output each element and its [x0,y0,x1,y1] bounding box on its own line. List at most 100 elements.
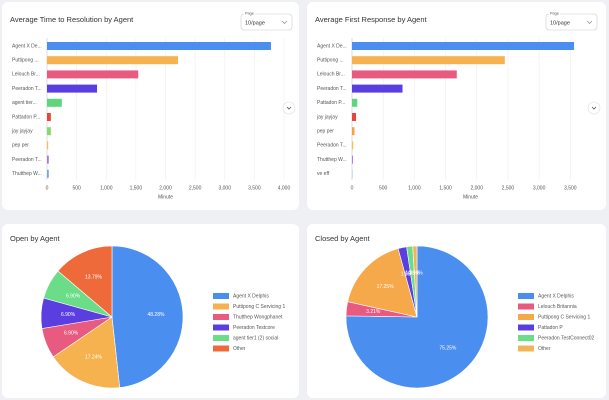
bar [352,70,457,79]
bar [352,56,505,65]
x-tick-label: 2,000 [159,185,172,191]
legend-label[interactable]: Lelouch Britannia [538,304,577,310]
bar [352,84,403,93]
legend-swatch[interactable] [213,324,229,331]
y-tick-label: jay jayjay [316,114,338,120]
pie-slice [347,248,418,318]
bar [352,42,575,50]
select-label-bg [549,11,560,16]
bar [352,113,357,121]
legend-swatch[interactable] [518,345,534,352]
bar [47,70,139,79]
legend-label[interactable]: Peeradon Testcore [233,325,275,331]
y-tick-label: Lelouch Br... [12,72,40,78]
legend-label[interactable]: Peeradon TestConnect02 [538,335,595,341]
pie-slice [57,245,113,318]
x-tick-label: 3,500 [564,185,577,191]
legend-label[interactable]: Agent X Delphis [233,293,269,299]
chevron [281,20,288,24]
y-tick-label: Peeradon T... [317,86,347,92]
x-tick-label: 3,000 [218,185,231,191]
scroll-button[interactable] [282,101,296,115]
y-tick-label: Pattadon P... [317,100,345,106]
card [307,2,606,210]
y-tick-label: Thutthep W... [12,171,42,177]
y-tick-label: Agent X De... [12,43,42,49]
x-tick-label: 0 [46,185,49,191]
legend-swatch[interactable] [213,293,229,299]
legend-label[interactable]: Thutthep Wongphanet [233,314,283,320]
slice-label: 48.28% [147,312,165,318]
scroll-button[interactable] [587,101,601,115]
slice-label: 6.90% [66,294,81,300]
legend-label[interactable]: Agent X Delphis [538,293,574,299]
y-tick-label: Peeradon T... [12,86,42,92]
bar [47,56,178,65]
page-size-select[interactable] [240,13,293,31]
bar [47,98,62,107]
bar [352,155,353,164]
bar [352,98,358,107]
slice-label: 17.24% [85,354,103,360]
slice-label: 75.25% [439,346,457,352]
select-label: Page [550,12,559,16]
slice-label: 17.25% [377,284,395,290]
y-tick-label: Thutthep W... [317,157,347,163]
legend-label[interactable]: Puttipong C Servicing 1 [233,304,285,310]
y-tick-label: agent tier... [12,100,37,106]
pie-slice [111,245,184,388]
select-label-bg [244,11,255,16]
x-tick-label: 1,000 [100,185,113,191]
legend-label[interactable]: agent tier1 (2) social [233,335,278,341]
y-tick-label: Peeradon T... [317,143,347,149]
legend-label[interactable]: Other [538,346,551,352]
slice-label: 6.90% [64,331,79,337]
y-tick-label: Peeradon T... [12,157,42,163]
legend-swatch[interactable] [213,303,229,310]
legend-swatch[interactable] [518,293,534,299]
x-tick-label: 1,500 [439,185,452,191]
select-value: 10/page [550,20,570,26]
y-tick-label: pep per [317,129,334,135]
legend-label[interactable]: Pattadon P [538,325,563,331]
x-tick-label: 3,500 [248,185,261,191]
y-tick-label: Puttipong ... [12,58,39,64]
x-tick-label: 1,500 [130,185,143,191]
y-tick-label: jay jayjay [11,129,33,135]
pie-slice [52,316,121,389]
slice-label: 13.79% [85,274,103,280]
page-size-select[interactable] [545,13,598,31]
pie-slice [412,245,418,318]
legend-swatch[interactable] [213,345,229,352]
bar [47,42,271,50]
legend-swatch[interactable] [213,314,229,320]
y-tick-label: Puttipong ... [317,58,344,64]
legend-swatch[interactable] [518,303,534,310]
chart-title: Average First Response by Agent [315,15,428,24]
legend-label[interactable]: Puttipong C Servicing 1 [538,314,590,320]
bar [47,127,51,136]
y-tick-label: Pattadon P... [12,114,40,120]
legend-swatch[interactable] [518,335,534,341]
slice-label: 0.96% [409,270,424,276]
x-tick-label: 2,500 [189,185,202,191]
legend-swatch[interactable] [518,324,534,331]
x-tick-label: 3,000 [533,185,546,191]
y-tick-label: pep per [12,143,29,149]
legend-swatch[interactable] [213,335,229,341]
bar [47,84,98,93]
legend-label[interactable]: Other [233,346,246,352]
slice-label: 1.38% [405,271,420,277]
x-axis-label: Minute [463,194,478,200]
x-tick-label: 2,500 [502,185,515,191]
scroll-chevron [286,106,292,110]
x-tick-label: 500 [379,185,388,191]
bar [352,127,355,136]
select-label: Page [245,12,254,16]
bar [47,113,51,121]
chart-title: Open by Agent [10,234,61,243]
chart-title: Closed by Agent [315,234,371,243]
y-tick-label: Lelouch Br... [317,72,345,78]
legend-swatch[interactable] [518,314,534,320]
